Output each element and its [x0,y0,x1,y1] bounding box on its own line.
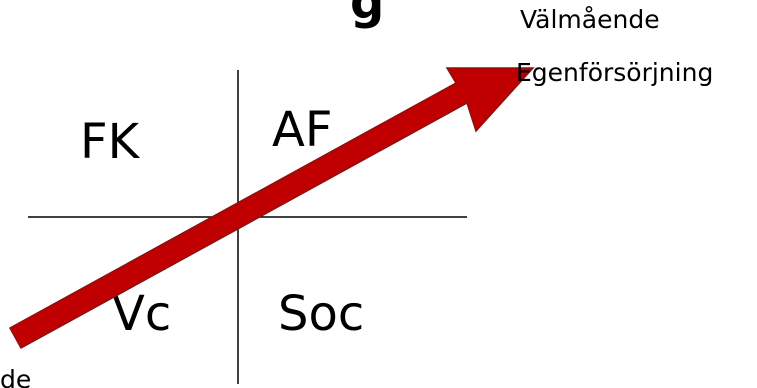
quadrant-top-left-label: FK [80,114,141,170]
quadrant-top-right-label: AF [272,102,332,158]
arrow-target-line1: Välmående [520,5,660,34]
arrow-target-line2: Egenförsörjning [516,58,713,87]
quadrant-bottom-right-label: Soc [278,286,364,342]
arrow-origin-fragment: de [0,365,31,388]
title-fragment: g [350,0,384,30]
quadrant-bottom-left-label: Vc [112,286,171,342]
progress-arrow [8,67,535,350]
